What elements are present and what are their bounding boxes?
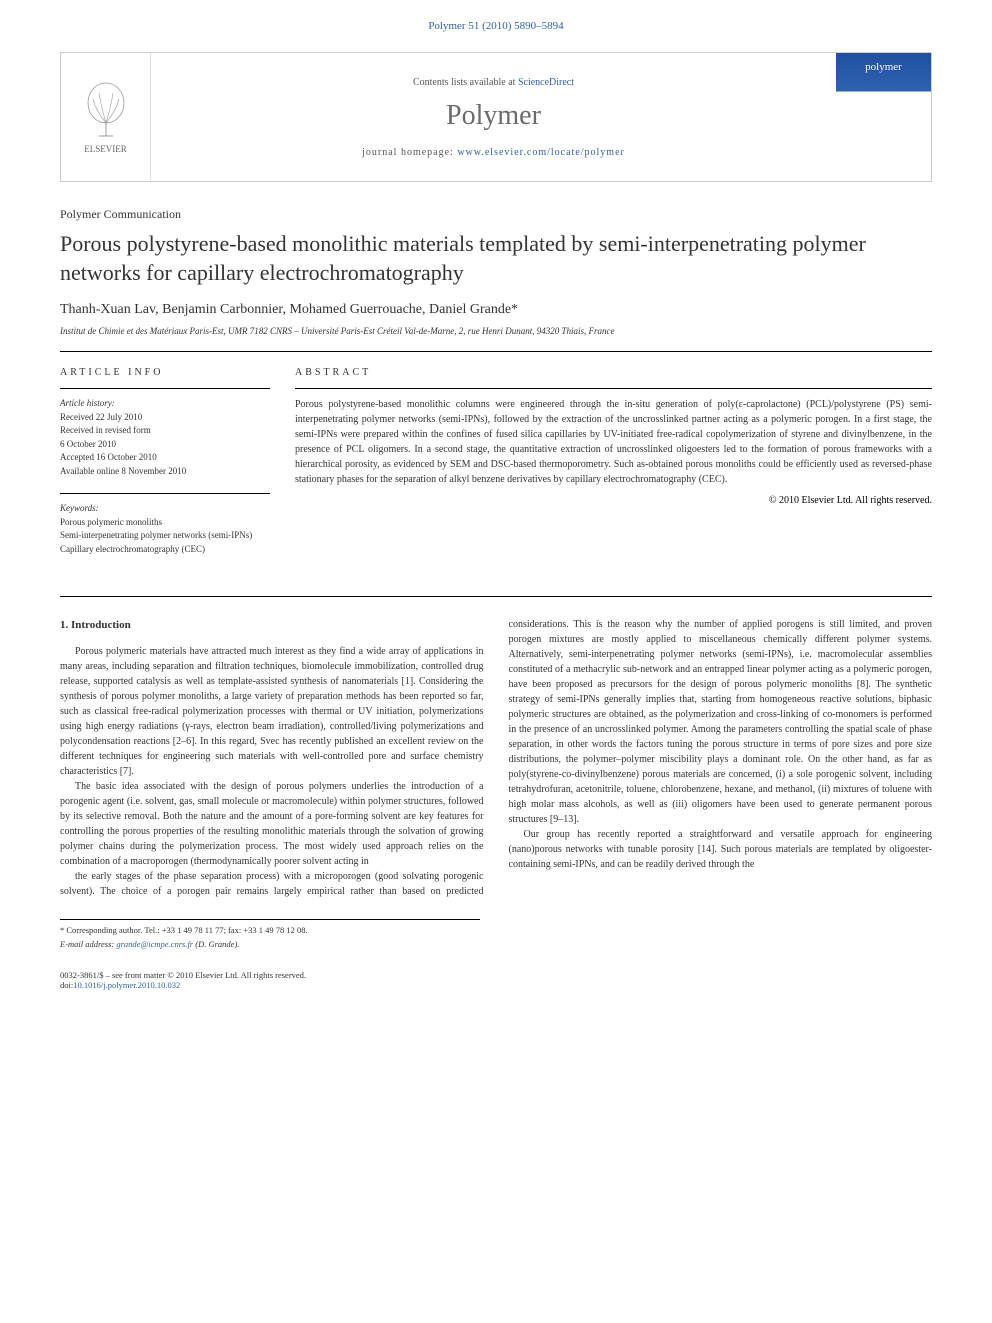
cover-title: polymer <box>865 61 902 73</box>
section-1-heading: 1. Introduction <box>60 617 484 634</box>
sciencedirect-link[interactable]: ScienceDirect <box>518 77 574 88</box>
article-info-column: ARTICLE INFO Article history: Received 2… <box>60 367 270 571</box>
journal-banner: ELSEVIER Contents lists available at Sci… <box>60 52 932 182</box>
abstract-column: ABSTRACT Porous polystyrene-based monoli… <box>295 367 932 571</box>
elsevier-tree-icon <box>81 81 131 141</box>
article-type: Polymer Communication <box>60 207 932 222</box>
author-list: Thanh-Xuan Lav, Benjamin Carbonnier, Moh… <box>60 302 932 318</box>
publisher-logo: ELSEVIER <box>61 53 151 181</box>
contents-available: Contents lists available at ScienceDirec… <box>161 77 826 88</box>
journal-homepage: journal homepage: www.elsevier.com/locat… <box>161 147 826 158</box>
abstract-copyright: © 2010 Elsevier Ltd. All rights reserved… <box>295 495 932 506</box>
contents-prefix: Contents lists available at <box>413 77 518 88</box>
corresponding-author: * Corresponding author. Tel.: +33 1 49 7… <box>60 925 480 937</box>
journal-cover-thumbnail: polymer <box>836 53 931 181</box>
page-citation: Polymer 51 (2010) 5890–5894 <box>0 0 992 42</box>
accepted-date: Accepted 16 October 2010 <box>60 451 270 465</box>
paragraph-1: Porous polymeric materials have attracte… <box>60 644 484 779</box>
paragraph-2: The basic idea associated with the desig… <box>60 779 484 869</box>
keywords-block: Keywords: Porous polymeric monoliths Sem… <box>60 493 270 556</box>
affiliation: Institut de Chimie et des Matériaux Pari… <box>60 326 932 336</box>
main-body: 1. Introduction Porous polymeric materia… <box>60 617 932 899</box>
journal-name: Polymer <box>161 100 826 132</box>
corresponding-author-footer: * Corresponding author. Tel.: +33 1 49 7… <box>60 919 480 951</box>
abstract-text: Porous polystyrene-based monolithic colu… <box>295 388 932 487</box>
doi-line: doi:10.1016/j.polymer.2010.10.032 <box>60 980 932 990</box>
revised-label: Received in revised form <box>60 424 270 438</box>
issn-line: 0032-3861/$ – see front matter © 2010 El… <box>60 970 932 980</box>
info-abstract-row: ARTICLE INFO Article history: Received 2… <box>60 367 932 571</box>
article-info-heading: ARTICLE INFO <box>60 367 270 378</box>
homepage-prefix: journal homepage: <box>362 147 457 158</box>
history-label: Article history: <box>60 397 270 411</box>
revised-date: 6 October 2010 <box>60 438 270 452</box>
keywords-label: Keywords: <box>60 502 270 516</box>
email-link[interactable]: grande@icmpe.cnrs.fr <box>116 939 193 949</box>
keyword-2: Semi-interpenetrating polymer networks (… <box>60 529 270 543</box>
article-history-block: Article history: Received 22 July 2010 R… <box>60 388 270 478</box>
issn-doi-footer: 0032-3861/$ – see front matter © 2010 El… <box>60 970 932 990</box>
received-date: Received 22 July 2010 <box>60 411 270 425</box>
paragraph-4: Our group has recently reported a straig… <box>509 827 933 872</box>
online-date: Available online 8 November 2010 <box>60 465 270 479</box>
homepage-link[interactable]: www.elsevier.com/locate/polymer <box>457 147 625 158</box>
article-title: Porous polystyrene-based monolithic mate… <box>60 230 932 287</box>
keyword-1: Porous polymeric monoliths <box>60 516 270 530</box>
divider <box>60 596 932 597</box>
email-label: E-mail address: <box>60 939 116 949</box>
publisher-name: ELSEVIER <box>84 144 127 154</box>
email-line: E-mail address: grande@icmpe.cnrs.fr (D.… <box>60 939 480 951</box>
doi-link[interactable]: 10.1016/j.polymer.2010.10.032 <box>73 980 180 990</box>
email-suffix: (D. Grande). <box>193 939 239 949</box>
banner-center: Contents lists available at ScienceDirec… <box>151 67 836 168</box>
doi-prefix: doi: <box>60 980 73 990</box>
divider <box>60 351 932 352</box>
keyword-3: Capillary electrochromatography (CEC) <box>60 543 270 557</box>
abstract-heading: ABSTRACT <box>295 367 932 378</box>
